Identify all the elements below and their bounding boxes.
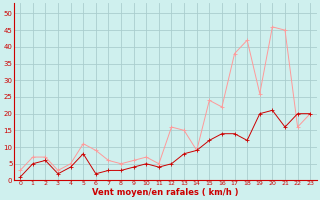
X-axis label: Vent moyen/en rafales ( km/h ): Vent moyen/en rafales ( km/h ) xyxy=(92,188,238,197)
